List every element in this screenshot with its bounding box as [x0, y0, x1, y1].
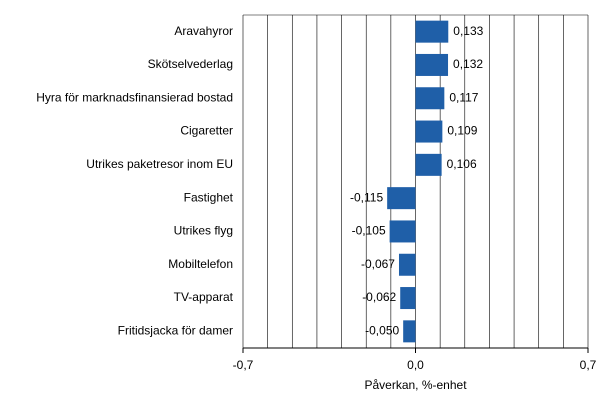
value-label: -0,105: [352, 224, 386, 238]
bar: [387, 187, 416, 210]
bar: [415, 20, 449, 43]
value-label: 0,133: [453, 24, 483, 38]
value-label: 0,132: [453, 57, 483, 71]
y-tick-label: Aravahyror: [174, 24, 233, 38]
value-label: 0,117: [449, 90, 478, 104]
bar: [400, 287, 416, 310]
value-label: 0,109: [447, 124, 477, 138]
value-label: -0,062: [362, 290, 396, 304]
bar: [415, 120, 443, 143]
y-tick-label: Fritidsjacka för damer: [118, 324, 233, 338]
y-tick-label: Skötselvederlag: [148, 57, 233, 71]
bar: [398, 253, 416, 276]
x-tick-label: 0,0: [407, 358, 424, 372]
y-tick-label: Fastighet: [184, 190, 234, 204]
value-label: -0,050: [365, 324, 399, 338]
bar: [403, 320, 416, 343]
x-tick-label: 0,7: [580, 358, 597, 372]
bar: [415, 53, 449, 76]
y-tick-label: TV-apparat: [174, 290, 234, 304]
y-tick-label: Cigaretter: [180, 124, 233, 138]
y-tick-label: Utrikes flyg: [174, 224, 233, 238]
y-tick-label: Utrikes paketresor inom EU: [86, 157, 233, 171]
bar: [415, 153, 442, 176]
x-axis-title: Påverkan, %-enhet: [364, 378, 467, 392]
value-label: -0,115: [350, 190, 383, 204]
y-tick-label: Mobiltelefon: [168, 257, 233, 271]
bar: [415, 87, 445, 110]
value-label: -0,067: [361, 257, 395, 271]
x-tick-label: -0,7: [233, 358, 254, 372]
bar: [389, 220, 416, 243]
y-tick-label: Hyra för marknadsfinansierad bostad: [36, 90, 233, 104]
value-label: 0,106: [447, 157, 477, 171]
